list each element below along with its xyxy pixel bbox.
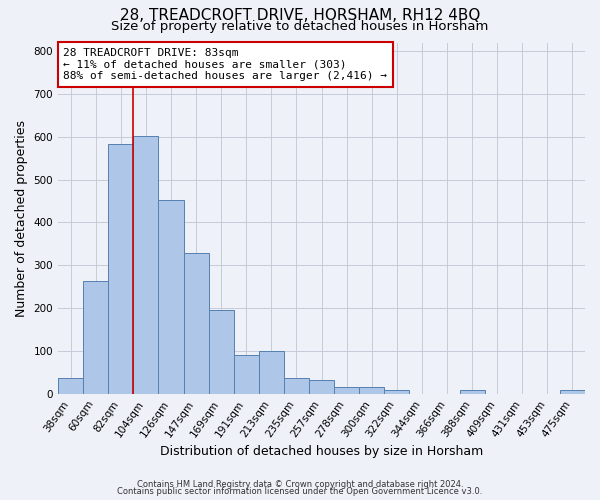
- Bar: [359, 388, 384, 394]
- Bar: [58, 378, 83, 394]
- Bar: [233, 356, 259, 394]
- Bar: [108, 144, 133, 394]
- Bar: [209, 310, 233, 394]
- Text: Contains public sector information licensed under the Open Government Licence v3: Contains public sector information licen…: [118, 487, 482, 496]
- X-axis label: Distribution of detached houses by size in Horsham: Distribution of detached houses by size …: [160, 444, 483, 458]
- Bar: [83, 281, 108, 394]
- Bar: [384, 390, 409, 394]
- Text: Contains HM Land Registry data © Crown copyright and database right 2024.: Contains HM Land Registry data © Crown c…: [137, 480, 463, 489]
- Y-axis label: Number of detached properties: Number of detached properties: [15, 120, 28, 316]
- Bar: [309, 380, 334, 394]
- Bar: [259, 350, 284, 394]
- Bar: [460, 390, 485, 394]
- Text: 28 TREADCROFT DRIVE: 83sqm
← 11% of detached houses are smaller (303)
88% of sem: 28 TREADCROFT DRIVE: 83sqm ← 11% of deta…: [64, 48, 388, 81]
- Bar: [334, 388, 359, 394]
- Bar: [184, 254, 209, 394]
- Bar: [133, 136, 158, 394]
- Text: 28, TREADCROFT DRIVE, HORSHAM, RH12 4BQ: 28, TREADCROFT DRIVE, HORSHAM, RH12 4BQ: [120, 8, 480, 22]
- Bar: [158, 200, 184, 394]
- Text: Size of property relative to detached houses in Horsham: Size of property relative to detached ho…: [112, 20, 488, 33]
- Bar: [560, 390, 585, 394]
- Bar: [284, 378, 309, 394]
